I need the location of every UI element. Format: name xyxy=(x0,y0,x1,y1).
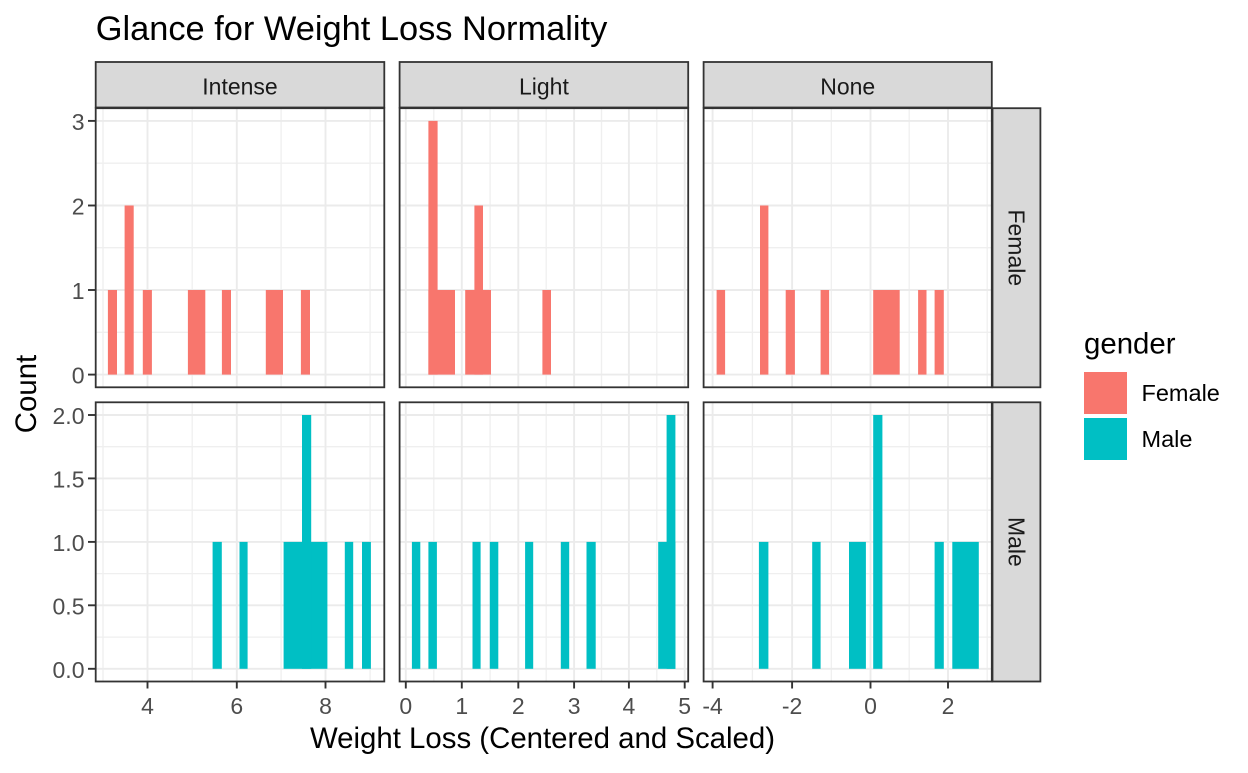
svg-text:0: 0 xyxy=(399,693,412,719)
svg-text:Intense: Intense xyxy=(202,74,277,100)
svg-text:Female: Female xyxy=(1004,209,1030,286)
svg-text:2: 2 xyxy=(512,693,525,719)
svg-text:None: None xyxy=(820,74,875,100)
svg-text:2.0: 2.0 xyxy=(53,403,85,429)
svg-text:Male: Male xyxy=(1004,517,1030,567)
svg-text:gender: gender xyxy=(1084,328,1176,361)
svg-text:Male: Male xyxy=(1142,426,1193,452)
svg-text:-4: -4 xyxy=(702,693,723,719)
svg-text:1.5: 1.5 xyxy=(53,466,85,492)
svg-text:2: 2 xyxy=(942,693,955,719)
svg-text:0: 0 xyxy=(864,693,877,719)
svg-text:Glance for Weight Loss Normali: Glance for Weight Loss Normality xyxy=(96,10,608,48)
svg-text:5: 5 xyxy=(678,693,691,719)
svg-text:Female: Female xyxy=(1142,380,1220,406)
svg-text:3: 3 xyxy=(72,109,85,135)
svg-text:2: 2 xyxy=(72,194,85,220)
svg-text:4: 4 xyxy=(141,693,154,719)
svg-text:0.0: 0.0 xyxy=(53,657,85,683)
svg-text:4: 4 xyxy=(623,693,636,719)
svg-text:Weight Loss (Centered and Scal: Weight Loss (Centered and Scaled) xyxy=(310,722,775,755)
svg-text:1.0: 1.0 xyxy=(53,530,85,556)
svg-text:6: 6 xyxy=(230,693,243,719)
svg-text:1: 1 xyxy=(455,693,468,719)
svg-text:8: 8 xyxy=(319,693,332,719)
svg-text:0: 0 xyxy=(72,363,85,389)
svg-text:Count: Count xyxy=(10,355,43,433)
svg-text:0.5: 0.5 xyxy=(53,593,85,619)
svg-text:-2: -2 xyxy=(782,693,802,719)
svg-text:1: 1 xyxy=(72,278,85,304)
svg-text:Light: Light xyxy=(519,74,569,100)
svg-text:3: 3 xyxy=(568,693,581,719)
